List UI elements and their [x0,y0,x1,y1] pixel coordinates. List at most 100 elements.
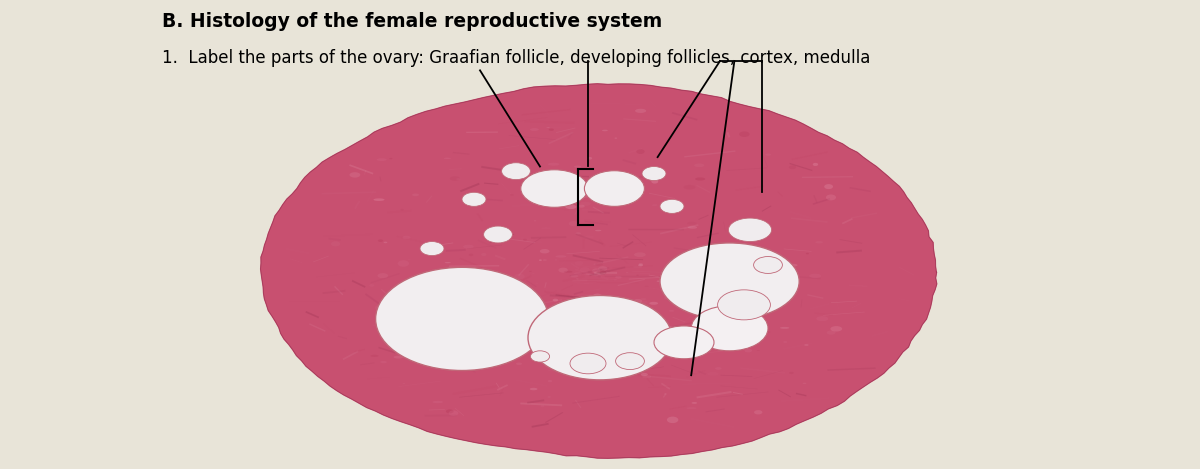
Ellipse shape [598,325,600,326]
Ellipse shape [529,271,532,272]
Ellipse shape [715,367,721,370]
Ellipse shape [610,363,613,365]
Ellipse shape [380,361,386,363]
Ellipse shape [397,260,409,267]
Ellipse shape [566,199,575,202]
Ellipse shape [402,236,410,239]
Ellipse shape [595,270,601,272]
Ellipse shape [691,402,697,404]
Ellipse shape [463,245,474,249]
Ellipse shape [570,275,578,278]
Ellipse shape [526,318,530,319]
Ellipse shape [654,326,714,359]
Ellipse shape [668,310,674,311]
Ellipse shape [521,170,588,207]
Ellipse shape [484,226,512,243]
Ellipse shape [574,166,581,168]
Ellipse shape [542,259,547,261]
Ellipse shape [499,298,510,302]
Ellipse shape [598,266,607,271]
Ellipse shape [599,271,605,272]
Ellipse shape [574,272,582,275]
Ellipse shape [530,128,539,131]
Ellipse shape [371,355,378,357]
Ellipse shape [426,319,436,325]
Ellipse shape [600,271,606,275]
Ellipse shape [713,259,721,262]
Ellipse shape [642,166,666,181]
Ellipse shape [548,163,559,166]
Ellipse shape [432,401,443,403]
Ellipse shape [803,383,806,384]
Ellipse shape [606,304,616,308]
Ellipse shape [444,158,451,159]
Ellipse shape [496,234,499,235]
Ellipse shape [684,185,696,189]
Ellipse shape [539,259,542,261]
Ellipse shape [373,198,384,201]
Ellipse shape [378,239,383,242]
Ellipse shape [485,319,487,321]
Ellipse shape [688,226,697,229]
Ellipse shape [598,272,606,275]
Ellipse shape [830,326,842,332]
Ellipse shape [589,324,598,327]
Ellipse shape [602,129,608,131]
Ellipse shape [809,274,821,278]
Ellipse shape [634,252,646,257]
Ellipse shape [570,353,606,374]
Ellipse shape [450,176,460,181]
Ellipse shape [827,331,835,335]
Ellipse shape [454,302,463,303]
Ellipse shape [824,184,833,189]
Ellipse shape [718,290,770,320]
Ellipse shape [529,388,538,390]
Ellipse shape [419,321,424,322]
Ellipse shape [578,205,584,208]
Ellipse shape [515,325,526,328]
Ellipse shape [636,149,644,154]
Ellipse shape [541,227,551,229]
Ellipse shape [479,281,487,286]
Ellipse shape [638,263,643,265]
Ellipse shape [535,283,538,284]
Text: B. Histology of the female reproductive system: B. Histology of the female reproductive … [162,12,662,31]
Ellipse shape [534,220,536,221]
Ellipse shape [744,348,752,352]
Ellipse shape [667,416,678,423]
Ellipse shape [593,325,596,326]
Ellipse shape [378,273,388,278]
Ellipse shape [706,318,712,321]
Ellipse shape [469,254,473,256]
Ellipse shape [370,284,374,287]
Ellipse shape [743,293,749,296]
Ellipse shape [595,263,602,266]
Ellipse shape [446,409,454,413]
Ellipse shape [584,171,644,206]
Ellipse shape [652,180,658,183]
Ellipse shape [754,410,762,415]
Ellipse shape [614,137,617,139]
Ellipse shape [649,302,658,305]
Ellipse shape [636,275,638,276]
Ellipse shape [415,306,422,310]
Ellipse shape [546,127,550,128]
Ellipse shape [686,407,697,409]
Text: 1.  Label the parts of the ovary: Graafian follicle, developing follicles, corte: 1. Label the parts of the ovary: Graafia… [162,49,870,67]
Ellipse shape [540,405,545,408]
Ellipse shape [595,270,605,274]
Ellipse shape [576,232,581,234]
Ellipse shape [642,375,652,378]
Ellipse shape [805,253,809,254]
Ellipse shape [740,227,750,230]
Ellipse shape [568,305,574,308]
Ellipse shape [714,298,725,303]
Ellipse shape [728,218,772,242]
Ellipse shape [502,163,530,180]
Ellipse shape [812,163,818,166]
Ellipse shape [542,314,547,316]
Ellipse shape [553,299,558,302]
Ellipse shape [528,295,672,380]
Ellipse shape [384,242,388,243]
Ellipse shape [646,348,648,349]
